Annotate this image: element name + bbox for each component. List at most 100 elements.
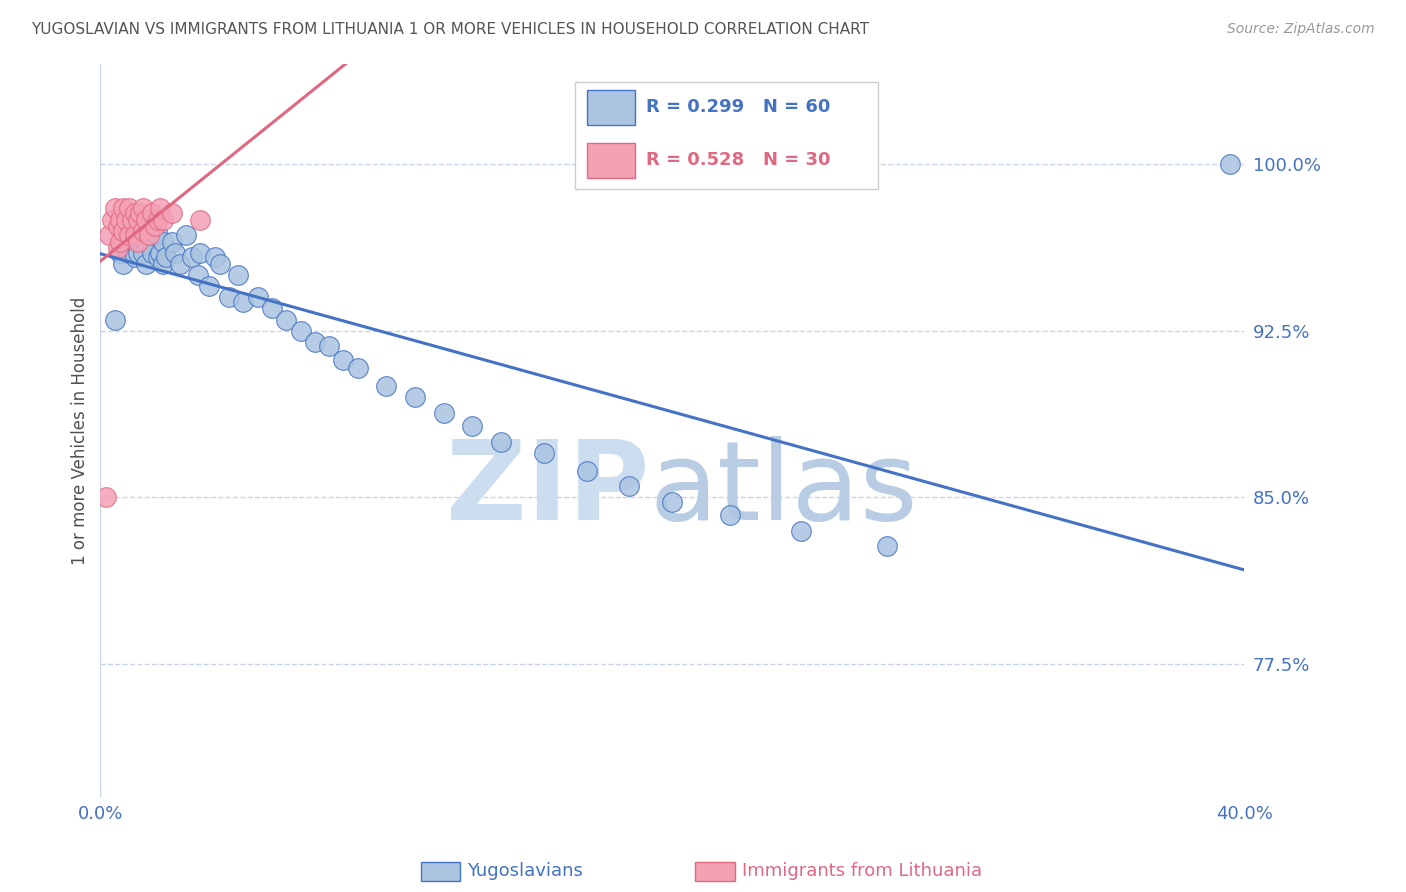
Bar [586, 90, 634, 125]
Point [180, 250, 202, 264]
Point [104, 312, 127, 326]
Point [135, 257, 157, 271]
Point [118, 228, 141, 243]
Point [132, 224, 155, 238]
Point [246, 290, 269, 304]
Point [132, 202, 155, 216]
Point [124, 212, 146, 227]
Point [129, 206, 152, 220]
Point [138, 228, 160, 243]
Point [101, 212, 124, 227]
Point [110, 246, 132, 260]
Point [226, 268, 249, 282]
Point [124, 228, 146, 243]
Point [127, 212, 149, 227]
Point [533, 446, 555, 460]
Point [124, 250, 146, 264]
Point [232, 294, 254, 309]
Point [149, 246, 172, 260]
Point [146, 250, 169, 264]
Point [138, 224, 160, 238]
Point [718, 508, 741, 522]
Point [115, 235, 138, 249]
Point [107, 219, 129, 234]
Point [110, 235, 132, 249]
Point [619, 479, 641, 493]
Point [146, 212, 169, 227]
Point [169, 257, 191, 271]
Point [127, 246, 149, 260]
Point [432, 406, 454, 420]
Y-axis label: 1 or more Vehicles in Household: 1 or more Vehicles in Household [72, 296, 89, 565]
Point [152, 235, 174, 249]
Point [276, 312, 298, 326]
Point [174, 228, 197, 243]
Point [1219, 157, 1241, 171]
Point [112, 224, 135, 238]
Point [661, 494, 683, 508]
Point [190, 212, 212, 227]
Point [160, 206, 183, 220]
Point [143, 219, 166, 234]
Text: YUGOSLAVIAN VS IMMIGRANTS FROM LITHUANIA 1 OR MORE VEHICLES IN HOUSEHOLD CORRELA: YUGOSLAVIAN VS IMMIGRANTS FROM LITHUANIA… [31, 22, 869, 37]
Point [152, 257, 174, 271]
Point [132, 212, 155, 227]
Text: Source: ZipAtlas.com: Source: ZipAtlas.com [1227, 22, 1375, 37]
Point [97, 228, 120, 243]
Point [135, 212, 157, 227]
Point [127, 235, 149, 249]
Text: Immigrants from Lithuania: Immigrants from Lithuania [741, 863, 981, 880]
Point [876, 539, 898, 553]
Point [141, 246, 163, 260]
Text: R = 0.528   N = 30: R = 0.528 N = 30 [645, 151, 831, 169]
Point [375, 379, 398, 393]
Point [190, 246, 212, 260]
Point [461, 419, 484, 434]
Point [155, 250, 177, 264]
Point [141, 206, 163, 220]
Point [118, 224, 141, 238]
Text: Yugoslavians: Yugoslavians [467, 863, 583, 880]
Point [304, 334, 326, 349]
Point [218, 290, 240, 304]
Point [141, 228, 163, 243]
Point [94, 490, 117, 504]
Point [489, 434, 512, 449]
Point [790, 524, 813, 538]
Point [198, 279, 221, 293]
Point [118, 202, 141, 216]
Point [404, 390, 426, 404]
Point [107, 242, 129, 256]
Point [132, 246, 155, 260]
Point [129, 228, 152, 243]
Point [187, 268, 209, 282]
Point [209, 257, 232, 271]
Point [260, 301, 283, 316]
Text: ZIP: ZIP [446, 436, 650, 542]
Point [121, 235, 143, 249]
Point [115, 212, 138, 227]
Point [121, 212, 143, 227]
Point [575, 464, 598, 478]
Point [146, 228, 169, 243]
Point [318, 339, 340, 353]
Point [152, 212, 174, 227]
Text: atlas: atlas [650, 436, 918, 542]
Point [346, 361, 368, 376]
Point [110, 212, 132, 227]
Point [104, 202, 127, 216]
Point [127, 224, 149, 238]
Point [332, 352, 354, 367]
Text: R = 0.299   N = 60: R = 0.299 N = 60 [645, 98, 831, 116]
Point [160, 235, 183, 249]
Point [118, 246, 141, 260]
Point [112, 257, 135, 271]
Bar [586, 143, 634, 178]
Point [124, 206, 146, 220]
FancyBboxPatch shape [575, 82, 879, 189]
Point [290, 324, 312, 338]
Point [135, 235, 157, 249]
Point [204, 250, 226, 264]
Point [149, 202, 172, 216]
Point [143, 219, 166, 234]
